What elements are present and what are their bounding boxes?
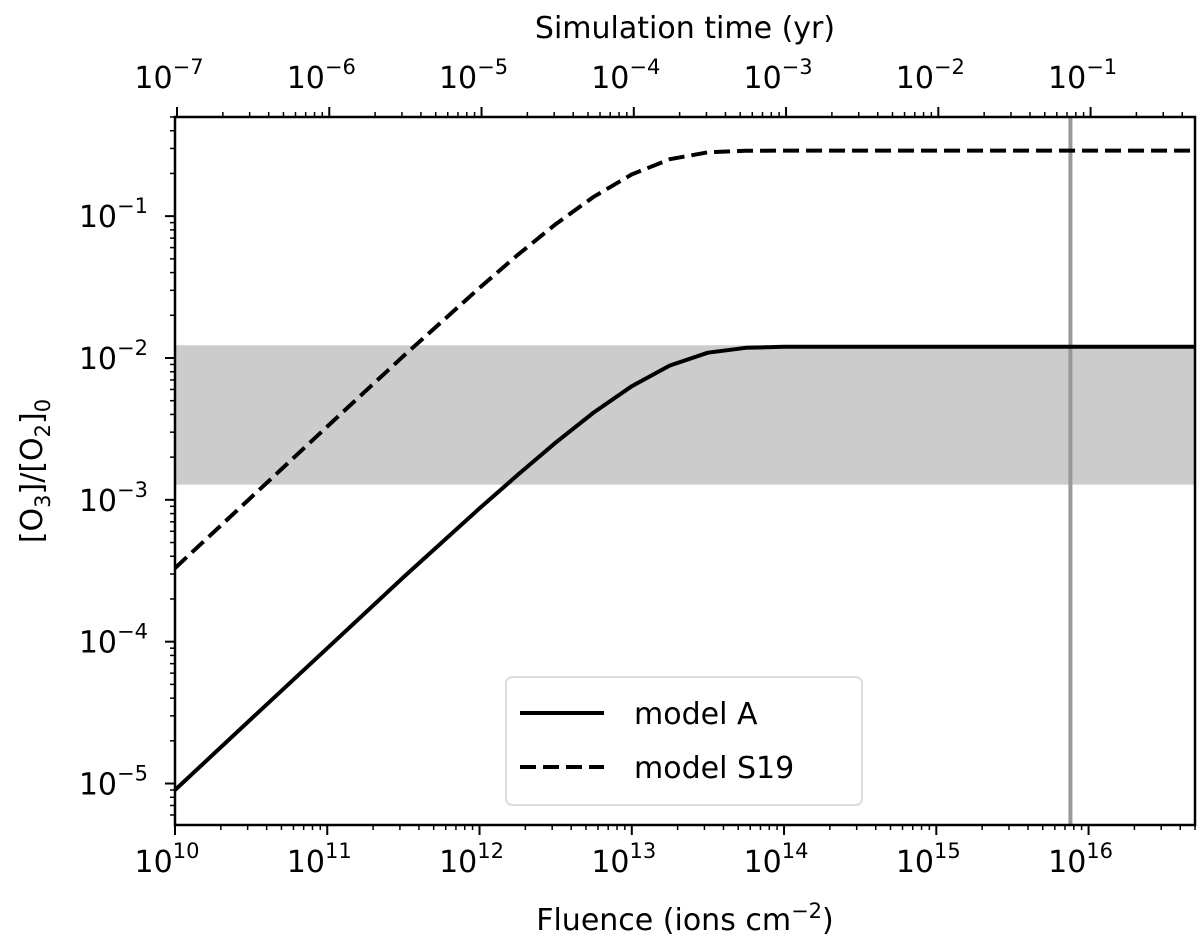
top-tick-label: 10−6 xyxy=(287,55,356,96)
y-tick-label: 10−2 xyxy=(79,336,148,377)
legend-box xyxy=(505,676,863,806)
top-tick-label: 10−2 xyxy=(896,55,965,96)
legend-label-model-s19: model S19 xyxy=(634,751,794,786)
top-tick-label: 10−4 xyxy=(591,55,660,96)
series-line-model-s19 xyxy=(173,148,1195,570)
x-tick-label: 1010 xyxy=(135,839,200,880)
x-tick-label: 1012 xyxy=(439,839,504,880)
top-x-axis-label: Simulation time (yr) xyxy=(535,11,835,46)
x-tick-label: 1014 xyxy=(744,839,809,880)
y-tick-label: 10−1 xyxy=(79,194,148,235)
legend-label-model-a: model A xyxy=(634,697,758,732)
y-axis-label: [O3]/[O2]0 xyxy=(15,399,55,543)
top-tick-label: 10−3 xyxy=(743,55,812,96)
y-tick-label: 10−3 xyxy=(79,478,148,519)
series-line-model-a xyxy=(173,344,1195,792)
plot-frame xyxy=(173,115,1197,827)
x-tick-label: 1015 xyxy=(896,839,961,880)
x-tick-label: 1013 xyxy=(591,839,656,880)
y-tick-label: 10−4 xyxy=(79,620,148,661)
y-tick-label: 10−5 xyxy=(79,762,148,803)
legend: model A model S19 xyxy=(505,676,863,806)
top-tick-label: 10−1 xyxy=(1048,55,1117,96)
x-axis-label: Fluence (ions cm−2) xyxy=(536,899,834,938)
top-tick-label: 10−5 xyxy=(439,55,508,96)
x-tick-label: 1011 xyxy=(287,839,352,880)
x-tick-label: 1016 xyxy=(1048,839,1113,880)
top-tick-label: 10−7 xyxy=(134,55,203,96)
shaded-band xyxy=(175,345,1195,485)
